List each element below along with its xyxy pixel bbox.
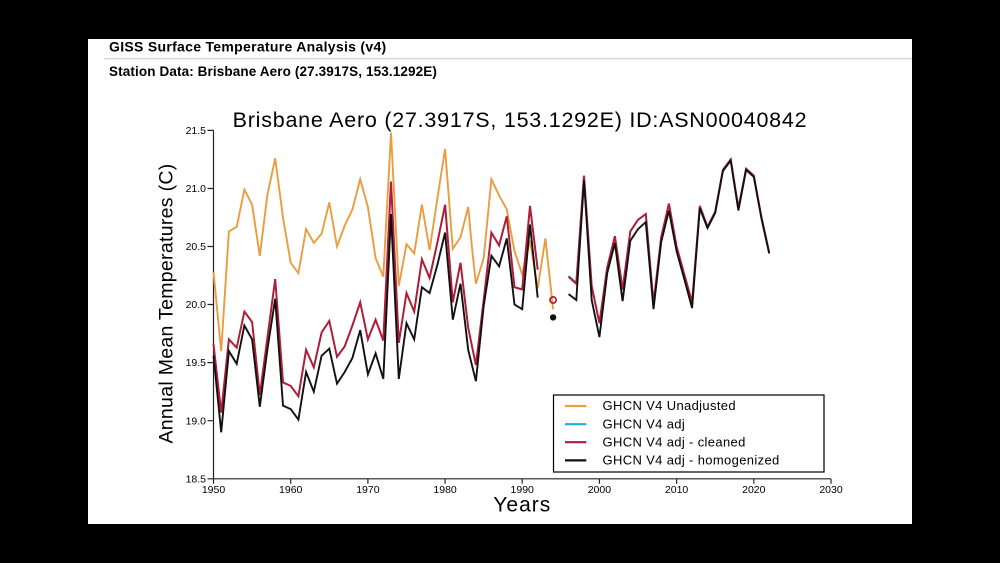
svg-text:1950: 1950 (202, 484, 226, 496)
svg-text:21.5: 21.5 (186, 125, 207, 137)
svg-text:GISS Surface Temperature Analy: GISS Surface Temperature Analysis (v4) (109, 39, 387, 55)
svg-text:2030: 2030 (819, 484, 843, 496)
svg-text:21.0: 21.0 (186, 183, 207, 195)
svg-text:2000: 2000 (588, 484, 612, 496)
svg-text:Station Data: Brisbane Aero (2: Station Data: Brisbane Aero (27.3917S, 1… (109, 64, 437, 79)
svg-text:GHCN V4 adj: GHCN V4 adj (603, 416, 686, 431)
svg-text:Brisbane Aero (27.3917S, 153.1: Brisbane Aero (27.3917S, 153.1292E) ID:A… (233, 108, 808, 132)
svg-text:GHCN V4 adj - homogenized: GHCN V4 adj - homogenized (603, 453, 780, 468)
svg-text:20.5: 20.5 (186, 241, 207, 253)
svg-text:20.0: 20.0 (186, 299, 207, 311)
svg-text:1970: 1970 (356, 484, 380, 496)
svg-text:1960: 1960 (279, 484, 303, 496)
svg-text:GHCN V4 adj - cleaned: GHCN V4 adj - cleaned (603, 434, 746, 449)
svg-text:2020: 2020 (742, 484, 766, 496)
svg-text:1990: 1990 (511, 484, 535, 496)
svg-text:Annual Mean Temperatures (C): Annual Mean Temperatures (C) (156, 163, 178, 443)
svg-text:1980: 1980 (433, 484, 457, 496)
svg-text:GHCN V4 Unadjusted: GHCN V4 Unadjusted (603, 398, 736, 413)
svg-text:19.0: 19.0 (186, 415, 207, 427)
svg-text:Years: Years (493, 494, 551, 517)
svg-text:18.5: 18.5 (186, 473, 207, 485)
svg-text:19.5: 19.5 (186, 357, 207, 369)
svg-text:2010: 2010 (665, 484, 689, 496)
